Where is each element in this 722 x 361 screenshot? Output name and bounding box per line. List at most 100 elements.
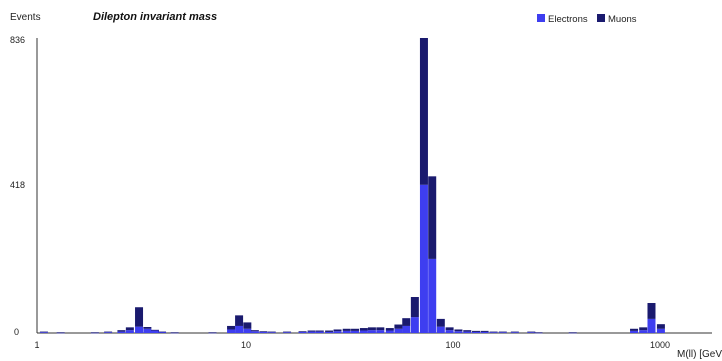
bar-electrons-175: [498, 332, 507, 333]
y-tick-label-418: 418: [10, 180, 25, 190]
bar-muons-12_3: [259, 331, 268, 332]
bar-muons-4: [158, 331, 167, 333]
bar-muons-60: [402, 318, 411, 326]
bar-muons-41: [367, 327, 376, 331]
bar-electrons-4_6: [170, 332, 179, 334]
bar-muons-37_5: [359, 328, 368, 331]
bar-electrons-1_3: [56, 332, 65, 334]
bar-muons-2_55: [117, 330, 126, 332]
bar-muons-830: [639, 327, 648, 331]
bar-electrons-66: [410, 317, 419, 333]
bar-electrons-750: [630, 330, 639, 333]
bar-electrons-830: [639, 330, 648, 333]
bar-electrons-143: [480, 331, 489, 333]
bar-muons-9_4: [235, 315, 244, 326]
bar-muons-380: [568, 332, 577, 333]
bar-muons-175: [498, 331, 507, 333]
bar-muons-130: [472, 330, 480, 332]
bar-muons-11_2: [250, 330, 259, 332]
chart-title: Dilepton invariant mass: [93, 11, 217, 23]
bar-electrons-41: [367, 330, 376, 333]
bar-electrons-7: [208, 332, 217, 334]
bar-electrons-3_1: [135, 326, 144, 333]
bar-muons-3_1: [135, 307, 144, 327]
bar-electrons-2_8: [125, 330, 134, 333]
bar-electrons-73: [419, 184, 428, 333]
bar-muons-88: [436, 318, 445, 327]
bar-electrons-3_7: [151, 330, 159, 333]
bar-electrons-45: [376, 330, 385, 333]
x-tick-label-100: 100: [445, 340, 460, 350]
bar-muons-34: [351, 328, 360, 331]
bar-muons-80: [428, 176, 437, 259]
bar-muons-750: [630, 328, 639, 331]
bar-muons-2_8: [125, 327, 134, 331]
bar-electrons-107: [454, 331, 463, 333]
bar-electrons-380: [568, 332, 577, 334]
bar-electrons-1010: [656, 328, 665, 333]
bar-muons-45: [376, 327, 385, 331]
bar-muons-16: [283, 331, 292, 333]
bar-muons-21: [307, 330, 316, 332]
bar-electrons-28: [333, 331, 342, 333]
bar-muons-200: [510, 331, 519, 333]
bar-electrons-910: [647, 318, 656, 333]
bar-muons-118: [463, 330, 472, 332]
x-tick-label-1: 1: [34, 340, 39, 350]
bar-muons-260: [534, 332, 543, 333]
bar-muons-66: [410, 297, 419, 318]
y-tick-label-0: 0: [14, 327, 19, 337]
bar-electrons-10_3: [243, 328, 252, 333]
bar-electrons-21: [307, 331, 316, 333]
bar-muons-97: [445, 327, 454, 331]
bar-electrons-118: [463, 331, 472, 333]
bar-muons-4_6: [170, 332, 179, 333]
bar-muons-31: [342, 328, 351, 331]
bar-muons-107: [454, 329, 463, 332]
bar-electrons-1_9: [90, 332, 99, 334]
bar-muons-8_6: [227, 325, 236, 330]
bar-electrons-130: [472, 331, 480, 333]
x-tick-label-10: 10: [241, 340, 251, 350]
bar-electrons-88: [436, 326, 445, 333]
bar-electrons-1_08: [39, 332, 48, 333]
bar-electrons-19: [298, 331, 307, 333]
bar-electrons-16: [283, 332, 292, 333]
bar-muons-50: [385, 328, 394, 331]
legend-label-electrons: Electrons: [548, 14, 588, 25]
bar-electrons-11_2: [250, 331, 259, 333]
bar-muons-158: [489, 331, 498, 333]
bar-electrons-8_6: [227, 329, 236, 333]
legend-label-muons: Muons: [608, 14, 637, 25]
bar-muons-3_7: [151, 329, 159, 331]
bar-muons-1_3: [56, 332, 65, 333]
legend-swatch-muons: [597, 14, 605, 22]
bar-electrons-158: [489, 332, 498, 333]
bar-electrons-240: [527, 332, 536, 333]
bar-muons-19: [298, 331, 307, 332]
bar-electrons-200: [510, 332, 519, 333]
bar-muons-240: [527, 331, 536, 333]
bar-muons-3_4: [143, 327, 152, 329]
legend: Electrons Muons: [537, 14, 637, 25]
bar-muons-13_5: [267, 331, 276, 333]
bar-muons-1_08: [39, 331, 48, 333]
bar-electrons-50: [385, 330, 394, 333]
bar-electrons-31: [342, 330, 351, 333]
bar-muons-143: [480, 330, 489, 332]
bars-group: [39, 38, 665, 334]
bar-muons-28: [333, 329, 342, 332]
bar-muons-2_2: [104, 331, 113, 333]
bar-muons-7: [208, 332, 217, 333]
bar-electrons-80: [428, 258, 437, 333]
bar-electrons-25_5: [325, 331, 334, 333]
bar-electrons-12_3: [259, 331, 268, 333]
bar-electrons-55: [394, 328, 403, 333]
bar-electrons-60: [402, 325, 411, 333]
bar-muons-1_9: [90, 332, 99, 333]
bar-muons-910: [647, 303, 656, 319]
bar-muons-1010: [656, 324, 665, 329]
bar-muons-55: [394, 324, 403, 329]
bar-electrons-23: [315, 331, 324, 333]
